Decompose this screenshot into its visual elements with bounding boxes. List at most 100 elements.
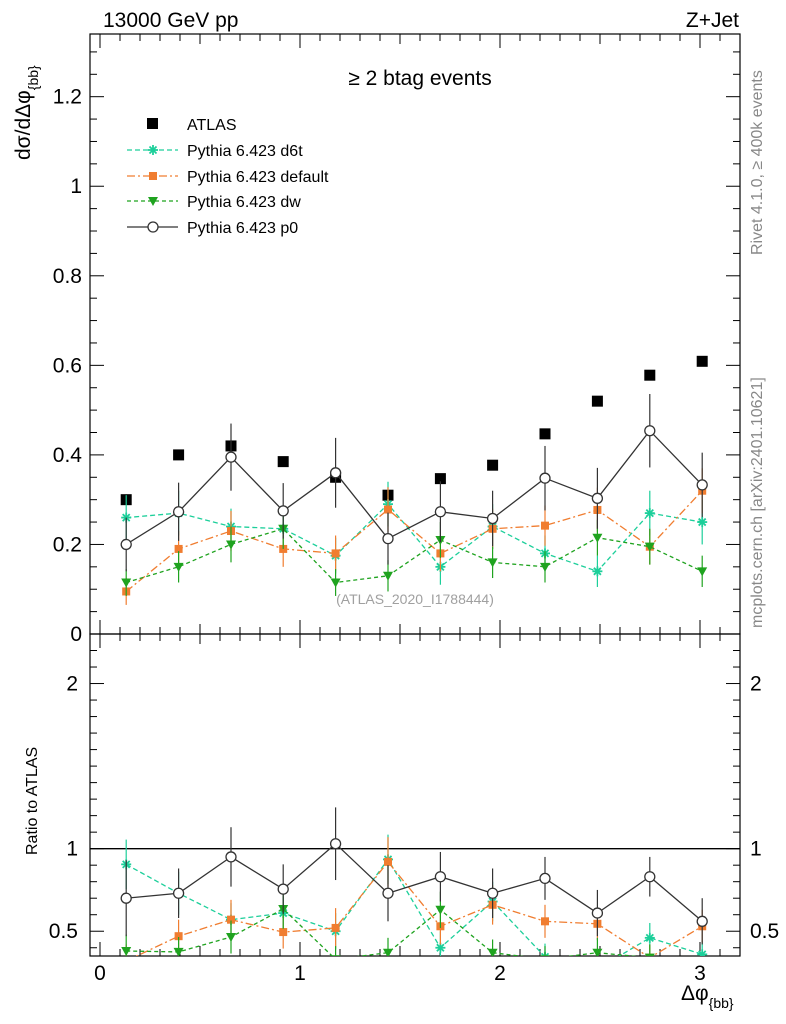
ratio-y-tick-label: 2: [66, 673, 78, 696]
ratio-point-pythia-6-423-default: [541, 917, 549, 926]
main-line-pythia-6-423-d6t: [126, 503, 703, 573]
x-label-text: Δφ: [681, 982, 709, 1005]
ratio-point-pythia-6-423-d6t: [644, 932, 655, 943]
ratio-series: [120, 807, 708, 974]
mcplots-label: mcplots.cern.ch [arXiv:2401.10621]: [749, 377, 766, 628]
main-point-pythia-6-423-dw: [226, 540, 236, 550]
main-y-tick-label: 1: [70, 175, 82, 198]
ratio-point-pythia-6-423-p0: [172, 887, 185, 899]
main-point-pythia-6-423-dw: [121, 578, 132, 588]
ratio-point-pythia-6-423-d6t: [697, 949, 708, 956]
main-y-tick-label: 1.2: [53, 86, 82, 109]
ratio-point-pythia-6-423-default: [227, 915, 235, 924]
main-point-pythia-6-423-dw: [697, 567, 708, 577]
x-tick-label: 0: [94, 962, 106, 985]
ratio-point-pythia-6-423-p0: [486, 887, 499, 899]
main-series: [120, 355, 708, 605]
main-point-pythia-6-423-p0: [486, 512, 499, 525]
ratio-point-pythia-6-423-dw: [435, 905, 446, 915]
main-point-pythia-6-423-dw: [540, 562, 550, 572]
main-point-atlas: [539, 428, 551, 440]
ratio-point-pythia-6-423-dw: [540, 955, 550, 956]
main-series-pythia-6-423-dw: [121, 508, 708, 596]
ratio-y-tick-label: 0.5: [49, 920, 78, 943]
ratio-point-pythia-6-423-dw: [330, 955, 341, 956]
main-point-pythia-6-423-p0: [539, 472, 551, 484]
legend-marker-p0: [147, 221, 159, 233]
ratio-y-tick-label-right: 2: [750, 673, 762, 696]
main-point-pythia-6-423-d6t-stroke: [645, 508, 654, 518]
ratio-point-pythia-6-423-default: [331, 923, 340, 932]
main-point-pythia-6-423-p0: [644, 425, 656, 437]
main-y-tick-label: 0.6: [53, 354, 82, 377]
ratio-point-pythia-6-423-default: [384, 857, 392, 866]
x-tick-label: 2: [494, 962, 506, 985]
ratio-point-pythia-6-423-p0: [539, 872, 551, 885]
main-point-pythia-6-423-p0: [382, 532, 394, 545]
main-point-pythia-6-423-default: [174, 544, 183, 553]
main-point-pythia-6-423-p0: [434, 506, 447, 518]
main-point-pythia-6-423-dw: [383, 571, 393, 581]
main-y-tick-label: 0.8: [53, 265, 82, 288]
legend-label-dw: Pythia 6.423 dw: [187, 194, 301, 211]
ratio-point-pythia-6-423-d6t: [592, 964, 602, 974]
ratio-panel: 0.5 0.5 1 1 2 2 0 1 2 3 Ratio to ATLAS Δφ{bb}: [24, 633, 779, 1011]
ratio-point-pythia-6-423-p0: [434, 871, 447, 883]
main-point-pythia-6-423-dw: [330, 578, 341, 588]
ratio-point-pythia-6-423-dw: [383, 948, 393, 956]
main-y-label-text: dσ/dΔφ: [12, 90, 35, 160]
main-point-atlas: [591, 395, 603, 407]
ratio-axes: 0.5 0.5 1 1 2 2 0 1 2 3: [49, 634, 779, 985]
ratio-series-pythia-6-423-p0: [120, 807, 708, 945]
main-point-pythia-6-423-p0: [329, 467, 342, 479]
ratio-point-pythia-6-423-p0: [225, 851, 237, 863]
legend-entry-d6t: Pythia 6.423 d6t: [127, 143, 303, 160]
main-point-atlas: [277, 456, 289, 468]
ratio-point-pythia-6-423-p0: [382, 887, 394, 899]
ratio-point-pythia-6-423-d6t-stroke: [645, 933, 654, 942]
main-clipped: [120, 355, 708, 605]
main-point-pythia-6-423-d6t: [592, 566, 603, 577]
main-y-axis-label: dσ/dΔφ{bb}: [12, 65, 41, 160]
ratio-point-pythia-6-423-d6t-stroke: [540, 952, 546, 956]
panel-title: ≥ 2 btag events: [348, 67, 491, 90]
main-point-pythia-6-423-dw: [592, 533, 603, 543]
ratio-line-pythia-6-423-default: [135, 860, 703, 956]
main-y-tick-label: 0.2: [53, 533, 82, 556]
x-tick-label: 3: [694, 962, 706, 985]
legend-entry-atlas: ATLAS: [147, 117, 237, 134]
ratio-y-tick-label: 1: [66, 838, 78, 861]
main-axes: 0 0.2 0.4 0.6 0.8 1 1.2: [53, 34, 741, 646]
main-point-pythia-6-423-dw: [644, 542, 655, 552]
ratio-point-pythia-6-423-p0: [120, 892, 132, 904]
legend: ATLAS Pythia 6.423 d6t Pythia 6.423 defa…: [127, 117, 329, 237]
ratio-y-tick-label-right: 0.5: [750, 920, 779, 943]
main-series-atlas: [120, 355, 708, 506]
ratio-point-pythia-6-423-dw: [121, 947, 132, 956]
legend-label-p0: Pythia 6.423 p0: [187, 220, 298, 237]
analysis-watermark: (ATLAS_2020_I1788444): [336, 591, 494, 607]
main-point-pythia-6-423-p0: [591, 492, 604, 504]
main-series-pythia-6-423-default: [122, 468, 707, 605]
x-axis-label: Δφ{bb}: [681, 982, 734, 1011]
ratio-point-pythia-6-423-d6t-stroke: [544, 952, 550, 956]
legend-label-atlas: ATLAS: [187, 117, 237, 134]
ratio-point-pythia-6-423-default: [122, 957, 130, 965]
ratio-point-pythia-6-423-d6t-stroke: [436, 943, 445, 952]
main-series-pythia-6-423-d6t: [121, 481, 708, 587]
ratio-point-pythia-6-423-default: [279, 928, 288, 937]
main-point-pythia-6-423-p0: [120, 538, 132, 551]
legend-marker-default: [149, 172, 157, 180]
ratio-point-pythia-6-423-dw: [487, 948, 498, 956]
main-point-pythia-6-423-default: [541, 521, 549, 530]
main-point-atlas: [487, 459, 499, 471]
ratio-point-pythia-6-423-p0: [696, 915, 708, 927]
ratio-y-tick-label-right: 1: [750, 838, 762, 861]
ratio-point-pythia-6-423-p0: [329, 838, 342, 850]
main-point-pythia-6-423-p0: [277, 505, 289, 517]
ratio-point-pythia-6-423-dw: [173, 947, 184, 956]
x-tick-label: 1: [294, 962, 306, 985]
ratio-line-pythia-6-423-p0: [126, 842, 703, 922]
main-point-pythia-6-423-dw: [487, 558, 498, 568]
